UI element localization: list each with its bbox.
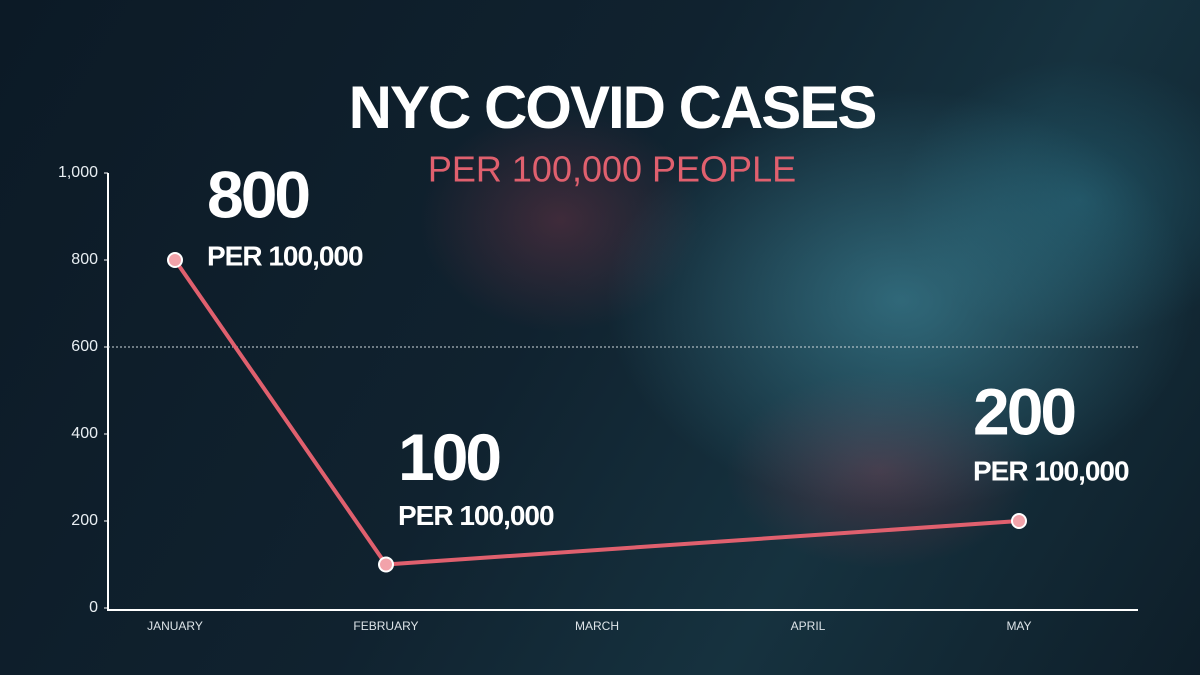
data-label-unit: PER 100,000 xyxy=(973,455,1129,486)
data-label-unit: PER 100,000 xyxy=(207,240,363,271)
x-tick-label: JANUARY xyxy=(147,619,203,633)
line-segment xyxy=(385,519,1020,567)
x-tick-label: MARCH xyxy=(575,619,619,633)
x-tick-label: FEBRUARY xyxy=(353,619,418,633)
data-point xyxy=(167,252,183,268)
line-segment xyxy=(173,258,388,566)
y-tick-label: 0 xyxy=(89,599,98,616)
y-tick-label: 800 xyxy=(71,251,98,268)
y-tick-label: 200 xyxy=(71,512,98,529)
data-label: 200 xyxy=(973,374,1074,448)
y-tick-label: 600 xyxy=(71,338,98,355)
chart-subtitle: PER 100,000 PEOPLE xyxy=(428,149,796,190)
data-label: 800 xyxy=(207,157,308,231)
chart-title: NYC COVID CASES xyxy=(349,74,876,141)
data-label: 100 xyxy=(398,420,499,494)
data-point xyxy=(378,556,394,573)
x-tick-label: APRIL xyxy=(791,619,826,633)
x-tick-label: MAY xyxy=(1006,619,1031,633)
data-label-unit: PER 100,000 xyxy=(398,500,554,531)
y-tick-label: 400 xyxy=(71,425,98,442)
y-tick-label: 1,000 xyxy=(58,164,98,181)
data-point xyxy=(1011,513,1027,529)
